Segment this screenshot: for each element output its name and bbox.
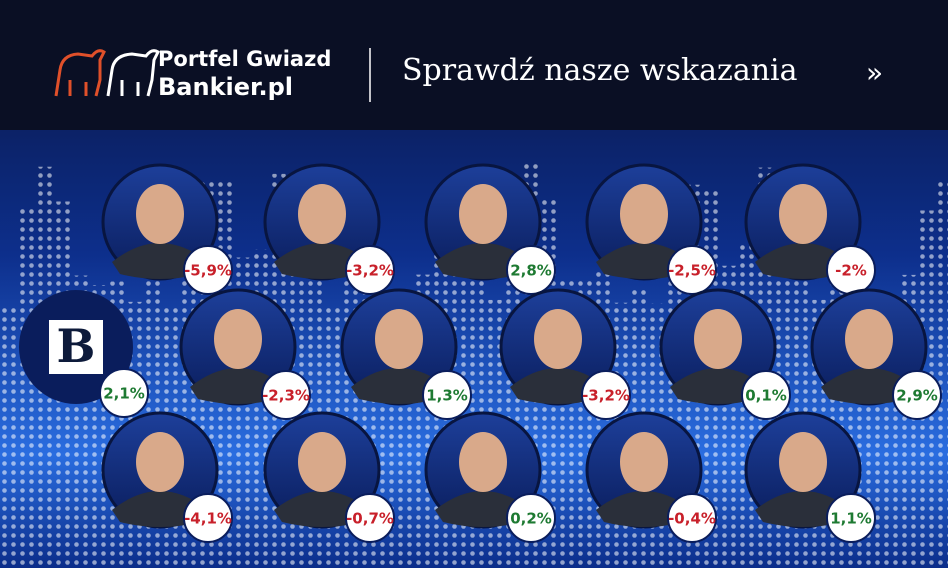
bull-logo — [54, 49, 160, 97]
badge — [741, 370, 791, 420]
badge-value: -2% — [835, 262, 867, 280]
portrait-head — [136, 184, 184, 244]
badge — [892, 370, 942, 420]
badge-value: 1,3% — [426, 387, 468, 405]
dot-column — [18, 207, 36, 568]
portrait-head — [534, 309, 582, 369]
badge — [506, 493, 556, 543]
brand-top: Portfel Gwiazd — [158, 47, 331, 71]
badge — [99, 368, 149, 418]
badge — [345, 493, 395, 543]
arrow[interactable]: » — [866, 56, 883, 89]
badge — [506, 245, 556, 295]
brand-bottom: Bankier.pl — [158, 73, 293, 101]
badge-value: -3,2% — [346, 262, 394, 280]
badge — [581, 370, 631, 420]
badge-value: -4,1% — [184, 510, 232, 528]
badge-value: -0,4% — [668, 510, 716, 528]
portrait-head — [845, 309, 893, 369]
badge-value: -3,2% — [582, 387, 630, 405]
logo-square — [49, 320, 103, 374]
portrait-head — [779, 184, 827, 244]
portrait-head — [620, 184, 668, 244]
portrait-head — [298, 184, 346, 244]
portrait-head — [620, 432, 668, 492]
portrait-head — [459, 432, 507, 492]
portrait-head — [779, 432, 827, 492]
portrait-head — [459, 184, 507, 244]
badge — [261, 370, 311, 420]
header-band — [0, 0, 948, 130]
portrait-head — [298, 432, 346, 492]
dot-column — [936, 181, 948, 569]
badge-value: 0,1% — [745, 387, 787, 405]
badge — [667, 245, 717, 295]
badge-value: 1,1% — [830, 510, 872, 528]
badge-value: -2,5% — [668, 262, 716, 280]
badge-value: 2,9% — [896, 387, 938, 405]
badge-value: 0,2% — [510, 510, 552, 528]
portrait-head — [214, 309, 262, 369]
logo-letter: B — [57, 319, 96, 373]
badge-value: -2,3% — [262, 387, 310, 405]
portrait-head — [375, 309, 423, 369]
badge-value: 2,1% — [103, 385, 145, 403]
dot-column — [0, 308, 18, 568]
badge — [422, 370, 472, 420]
badge — [183, 493, 233, 543]
portrait-head — [136, 432, 184, 492]
badge — [667, 493, 717, 543]
badge-value: 2,8% — [510, 262, 552, 280]
portrait-head — [694, 309, 742, 369]
tagline[interactable]: Sprawdź nasze wskazania — [402, 53, 798, 88]
badge-value: -0,7% — [346, 510, 394, 528]
badge — [345, 245, 395, 295]
badge — [183, 245, 233, 295]
badge — [826, 493, 876, 543]
badge-value: -5,9% — [184, 262, 232, 280]
